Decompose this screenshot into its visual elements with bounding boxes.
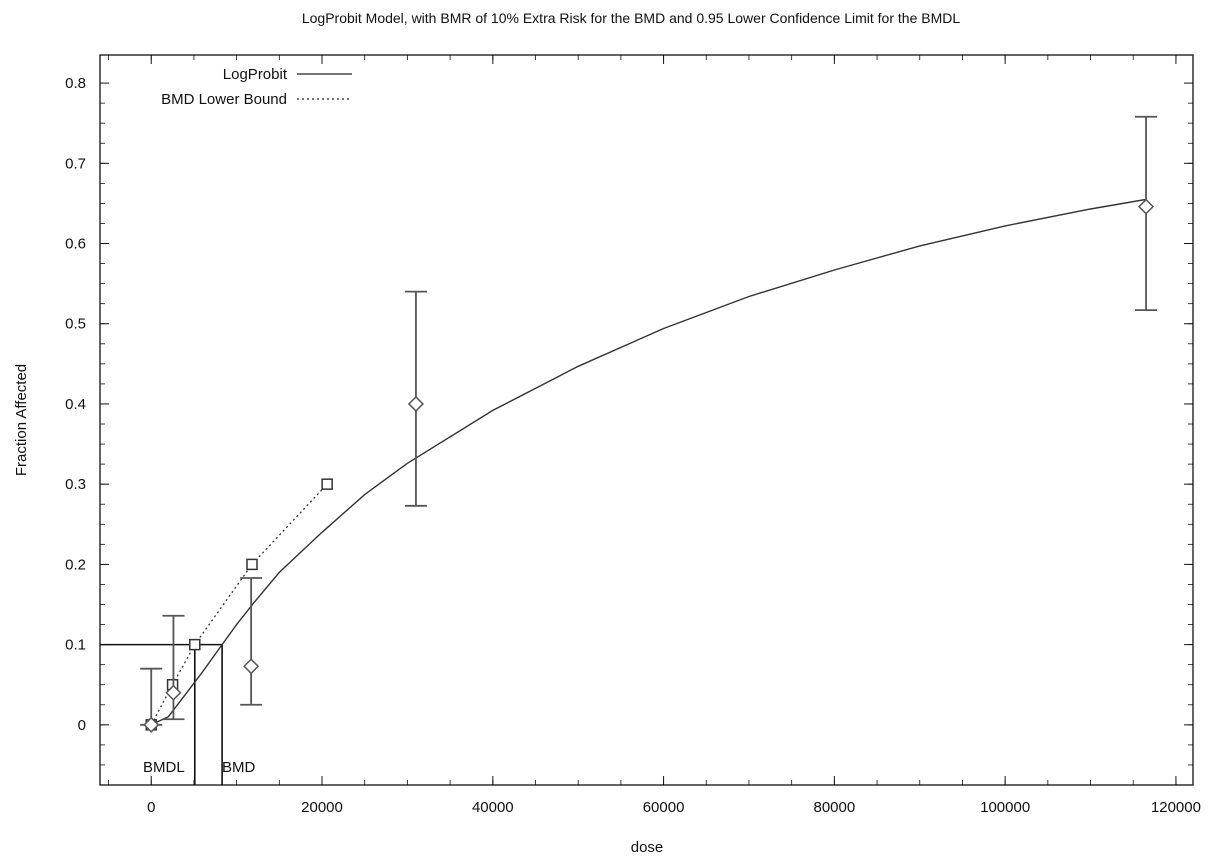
y-tick-label: 0 (78, 717, 86, 734)
y-tick-label: 0.4 (65, 396, 86, 413)
logprobit-curve-layer (150, 198, 1147, 726)
y-tick-label: 0.2 (65, 556, 86, 573)
bmdl-label: BMDL (143, 759, 185, 776)
chart-title: LogProbit Model, with BMR of 10% Extra R… (302, 10, 961, 26)
x-tick-label: 100000 (980, 799, 1030, 816)
x-axis-ticks: 0 20000 40000 60000 80000 100000 120000 (108, 55, 1201, 816)
y-axis-label: Fraction Affected (13, 364, 30, 476)
x-tick-label: 120000 (1151, 799, 1201, 816)
y-tick-label: 0.7 (65, 155, 86, 172)
observed-point (243, 658, 260, 675)
x-tick-label: 80000 (814, 799, 856, 816)
observed-point (407, 395, 425, 413)
x-tick-label: 40000 (472, 799, 514, 816)
logprobit-curve (150, 198, 1147, 726)
bmd-lower-bound-point (246, 558, 258, 571)
y-tick-label: 0.1 (65, 637, 86, 654)
observed-point (165, 684, 182, 701)
y-tick-label: 0.8 (65, 75, 86, 92)
legend: LogProbit BMD Lower Bound (161, 66, 352, 108)
observed-point (1137, 198, 1155, 215)
y-tick-label: 0.6 (65, 236, 86, 253)
y-axis-ticks: 0 0.1 0.2 0.3 0.4 0.5 0.6 0.7 0.8 (65, 75, 1193, 766)
observed-point (143, 716, 160, 733)
x-tick-label: 60000 (643, 799, 685, 816)
bmr-reference-lines (100, 643, 223, 785)
y-tick-label: 0.3 (65, 476, 86, 493)
legend-label-bmd-lower-bound: BMD Lower Bound (161, 91, 287, 108)
bmd-lower-bound-point (321, 478, 333, 490)
y-tick-label: 0.5 (65, 316, 86, 333)
plot-frame (99, 54, 1194, 786)
bmd-lower-bound-point (189, 638, 201, 651)
x-tick-label: 20000 (301, 799, 343, 816)
bmd-label: BMD (222, 759, 256, 776)
x-axis-label: dose (631, 839, 664, 856)
legend-label-logprobit: LogProbit (223, 66, 288, 83)
x-tick-label: 0 (147, 799, 155, 816)
observed-data-layer (140, 115, 1158, 733)
